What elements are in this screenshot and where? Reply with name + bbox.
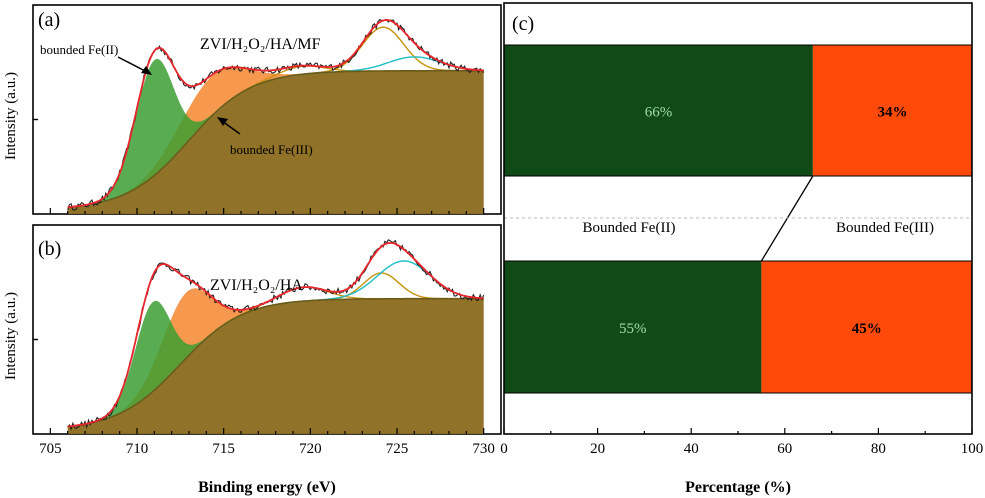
background-area: [67, 70, 484, 214]
x-tick-label: 20: [590, 441, 605, 457]
annotation-fe3-arrow: [217, 117, 241, 135]
x-tick-label: 730: [472, 441, 495, 457]
background-area: [67, 298, 484, 434]
panel-b-ylabel: Intensity (a.u.): [3, 292, 19, 380]
x-tick-label: 725: [386, 441, 409, 457]
panel-b-ticks: 705 710 715 720 725 730: [33, 338, 495, 457]
fit-envelope-line: [67, 18, 484, 209]
baseline-line: [67, 69, 484, 208]
bar-label-fe3: 34%: [877, 105, 907, 121]
annotation-fe3: bounded Fe(III): [230, 142, 313, 157]
baseline-line: [67, 297, 484, 428]
panel-a-plot: (a) ZVI/H₂O₂/HA/MF bounded Fe(II) bounde…: [3, 4, 502, 215]
panel-b-plot: 705 710 715 720 725 730 (b) ZVI/H₂O₂/HA Inten…: [3, 224, 502, 496]
panel-c-plot: 66% 34% 55% 45% 0 20 40 60 80 100 (c) Bounded Fe…: [500, 2, 983, 496]
x-tick-label: 715: [212, 441, 235, 457]
x-tick-label: 710: [126, 441, 149, 457]
x-tick-label: 80: [871, 441, 886, 457]
bar-label-fe2: 55%: [619, 321, 647, 337]
bar-fe2: [504, 261, 762, 393]
panel-b-curves: [67, 239, 485, 434]
panel-b-title: ZVI/H₂O₂/HA: [210, 277, 303, 294]
panel-c-bars: 66% 34% 55% 45%: [504, 44, 972, 394]
x-tick-label: 60: [777, 441, 792, 457]
x-tick-label: 720: [299, 441, 322, 457]
panel-a-title: ZVI/H₂O₂/HA/MF: [200, 36, 321, 53]
panel-a-curves: [67, 18, 485, 214]
x-tick-label: 100: [961, 441, 984, 457]
bar-fe3: [761, 261, 972, 393]
x-tick-label: 0: [500, 441, 508, 457]
legend-fe2: Bounded Fe(II): [583, 220, 676, 236]
x-tick-label: 40: [684, 441, 699, 457]
bar-label-fe3: 45%: [852, 321, 882, 337]
panel-c-label: (c): [512, 13, 534, 35]
panel-a-ticks: [33, 118, 485, 214]
fe2-peak: [67, 59, 484, 208]
bar-fe2: [504, 45, 813, 176]
xps-xlabel: Binding energy (eV): [198, 479, 336, 496]
legend-fe3: Bounded Fe(III): [836, 220, 934, 236]
annotation-fe2-arrow: [117, 56, 152, 75]
fe3-peak: [67, 288, 484, 427]
fit-envelope-line: [67, 241, 484, 428]
panel-c-ticks: 0 20 40 60 80 100: [500, 428, 983, 457]
bar-label-fe2: 66%: [645, 105, 673, 121]
bar-xlabel: Percentage (%): [685, 479, 791, 496]
bar-fe3: [812, 45, 972, 176]
x-tick-label: 705: [39, 441, 62, 457]
annotation-fe2: bounded Fe(II): [40, 42, 118, 57]
fe2-peak: [67, 298, 484, 427]
panel-a-ylabel: Intensity (a.u.): [3, 72, 19, 160]
panel-b-label: (b): [38, 238, 61, 260]
panel-a-label: (a): [38, 9, 60, 31]
